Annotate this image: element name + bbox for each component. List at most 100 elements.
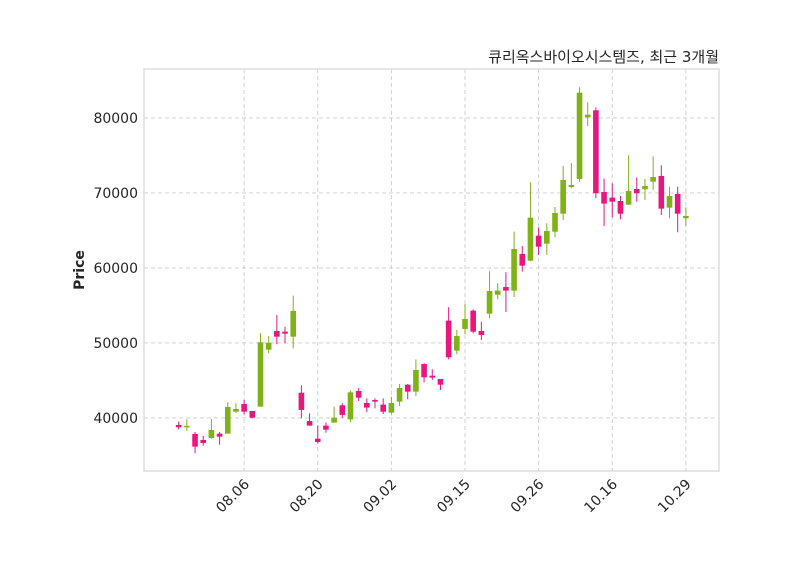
candle-body-down	[404, 384, 411, 392]
candle	[601, 178, 607, 226]
candle-body-down	[617, 201, 624, 214]
candle	[527, 182, 534, 262]
candle-body-down	[674, 193, 681, 214]
grid-lines	[144, 69, 719, 471]
candle-body-up	[683, 216, 689, 219]
candle	[274, 315, 280, 345]
candle-body-down	[216, 433, 223, 437]
candle-body-down	[380, 404, 386, 412]
candle	[314, 425, 321, 444]
candle	[658, 165, 665, 215]
candle	[633, 177, 640, 202]
y-tick-label: 50000	[93, 336, 138, 352]
candle-body-down	[478, 330, 485, 335]
candle-body-up	[347, 392, 354, 420]
candle	[323, 422, 329, 433]
candle-body-up	[462, 318, 468, 329]
candle	[683, 207, 689, 226]
candle-body-up	[413, 369, 419, 392]
candle-body-down	[298, 392, 305, 410]
candle	[413, 359, 419, 396]
candle-body-down	[601, 192, 607, 204]
candle-body-up	[486, 291, 493, 314]
candle	[544, 223, 550, 255]
candle-body-up	[454, 336, 460, 351]
candle	[552, 207, 558, 238]
candle-body-down	[445, 320, 452, 358]
candle	[208, 418, 215, 439]
candle	[609, 183, 616, 218]
candle-body-down	[274, 330, 280, 337]
candle-body-down	[314, 438, 321, 442]
candle	[372, 398, 378, 409]
candle-body-up	[224, 406, 231, 434]
candles	[175, 87, 689, 454]
candle-body-up	[666, 195, 673, 208]
candle-body-up	[552, 213, 558, 232]
candle	[462, 303, 468, 335]
candle-body-up	[257, 342, 264, 407]
candle	[200, 435, 207, 446]
candle	[364, 398, 370, 413]
candle-body-down	[282, 331, 288, 334]
candle-body-down	[241, 403, 247, 412]
candle	[233, 403, 239, 413]
candle	[593, 107, 599, 199]
candle-body-up	[290, 310, 297, 337]
candle-body-down	[249, 411, 256, 418]
candle	[249, 411, 256, 419]
candle	[241, 399, 247, 415]
candle	[282, 326, 288, 344]
candle	[396, 384, 403, 406]
candle-body-down	[306, 420, 313, 426]
y-tick-label: 60000	[93, 261, 138, 277]
candle	[511, 231, 517, 297]
candle	[503, 272, 509, 312]
y-tick-labels: 40000 50000 60000 70000 80000	[93, 111, 138, 427]
candle-body-down	[535, 235, 542, 247]
candle	[519, 246, 526, 272]
candle	[184, 419, 190, 431]
candle-body-up	[233, 408, 239, 412]
candle-body-down	[200, 439, 207, 443]
candle	[617, 195, 624, 220]
chart-title: 큐리옥스바이오시스템즈, 최근 3개월	[488, 48, 719, 66]
candle-body-down	[593, 110, 599, 194]
candle	[650, 156, 656, 190]
candle-body-down	[192, 433, 198, 447]
candle-body-down	[175, 424, 182, 428]
candle-body-down	[437, 378, 444, 385]
candle-body-up	[184, 425, 190, 428]
candle	[625, 155, 632, 205]
candle	[478, 321, 485, 340]
candle-body-up	[625, 190, 632, 205]
candle-body-up	[388, 402, 395, 413]
candle-body-up	[208, 429, 215, 438]
plot-frame	[143, 68, 720, 472]
candle	[560, 165, 566, 220]
candle	[535, 227, 542, 255]
candle-body-down	[372, 399, 378, 402]
candle-body-up	[331, 417, 337, 423]
candle	[347, 390, 354, 423]
candle	[642, 178, 648, 200]
candle	[666, 186, 673, 219]
candle	[331, 406, 337, 423]
candle-body-down	[323, 425, 329, 430]
candle	[437, 378, 444, 390]
candle-body-down	[609, 197, 616, 202]
candle-body-up	[576, 92, 583, 179]
candle	[486, 271, 493, 319]
y-tick-label: 80000	[93, 111, 138, 127]
candle-body-down	[519, 253, 526, 266]
candle-body-down	[503, 286, 509, 291]
candle	[290, 295, 297, 349]
candle	[339, 403, 346, 418]
candle	[388, 396, 395, 415]
candle-body-down	[421, 363, 427, 378]
candle-body-down	[355, 390, 362, 398]
candle-body-down	[658, 175, 665, 209]
candle-body-up	[494, 290, 501, 295]
